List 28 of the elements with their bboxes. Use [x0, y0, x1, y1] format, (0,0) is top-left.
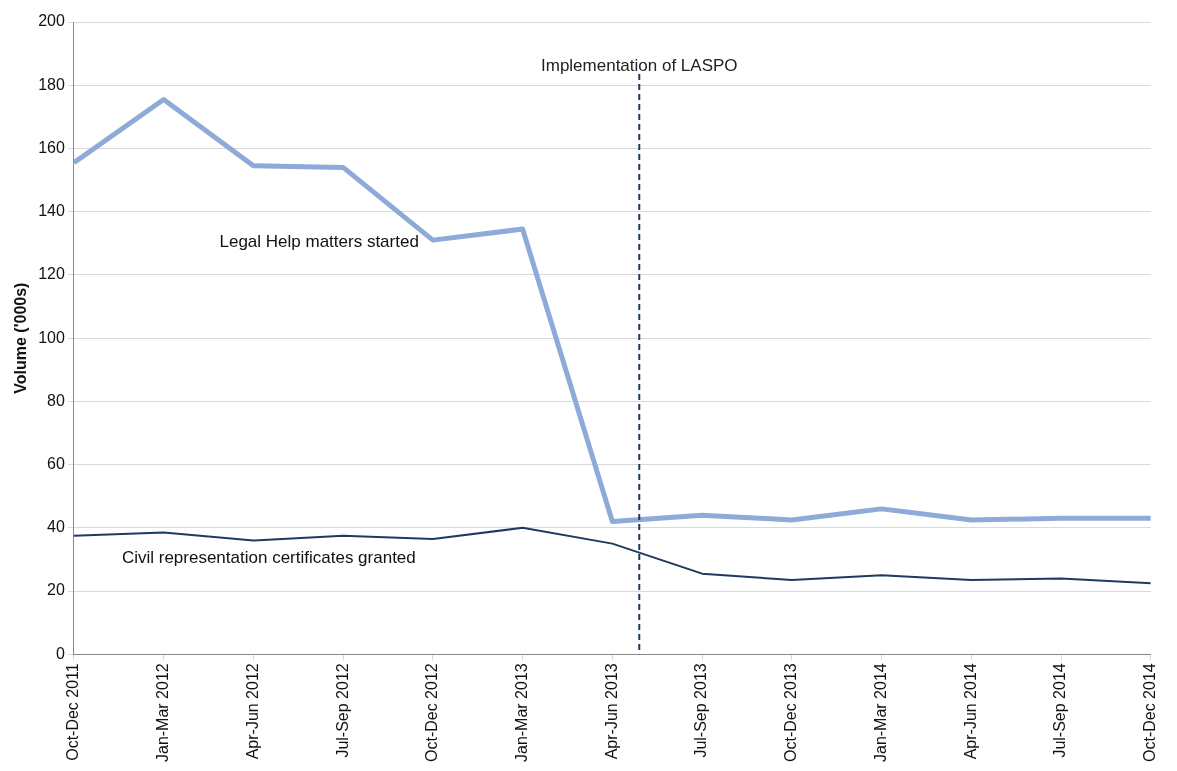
- ref-line-label: Implementation of LASPO: [541, 55, 738, 75]
- y-axis-title: Volume ('000s): [12, 282, 30, 394]
- x-tick-label: Jul-Sep 2013: [692, 663, 710, 758]
- y-tick-label: 140: [38, 202, 65, 220]
- x-tick-label: Jan-Mar 2012: [154, 663, 172, 762]
- y-tick-label: 100: [38, 328, 65, 346]
- y-tick-label: 0: [55, 644, 65, 662]
- x-tick-label: Jul-Sep 2014: [1051, 663, 1069, 758]
- y-tick-label: 160: [38, 138, 65, 156]
- series-label: Legal Help matters started: [219, 231, 419, 251]
- x-tick-label: Apr-Jun 2014: [961, 663, 979, 760]
- series-label: Civil representation certificates granted: [121, 548, 416, 568]
- x-tick-label: Jul-Sep 2012: [333, 663, 351, 758]
- x-tick-label: Oct-Dec 2012: [423, 663, 441, 762]
- x-tick-label: Jan-Mar 2014: [871, 663, 889, 762]
- x-tick-label: Apr-Jun 2013: [602, 663, 620, 760]
- y-tick-label: 20: [47, 581, 65, 599]
- x-tick-label: Apr-Jun 2012: [243, 663, 261, 760]
- x-tick-label: Jan-Mar 2013: [513, 663, 531, 762]
- y-tick-label: 40: [47, 518, 65, 536]
- x-tick-label: Oct-Dec 2013: [782, 663, 800, 762]
- x-tick-label: Oct-Dec 2011: [64, 663, 82, 761]
- y-tick-label: 60: [47, 455, 65, 472]
- y-tick-label: 180: [38, 75, 65, 93]
- y-tick-label: 120: [38, 265, 65, 283]
- y-tick-label: 200: [38, 12, 65, 30]
- y-tick-label: 80: [47, 391, 65, 409]
- x-tick-label: Oct-Dec 2014: [1141, 663, 1159, 762]
